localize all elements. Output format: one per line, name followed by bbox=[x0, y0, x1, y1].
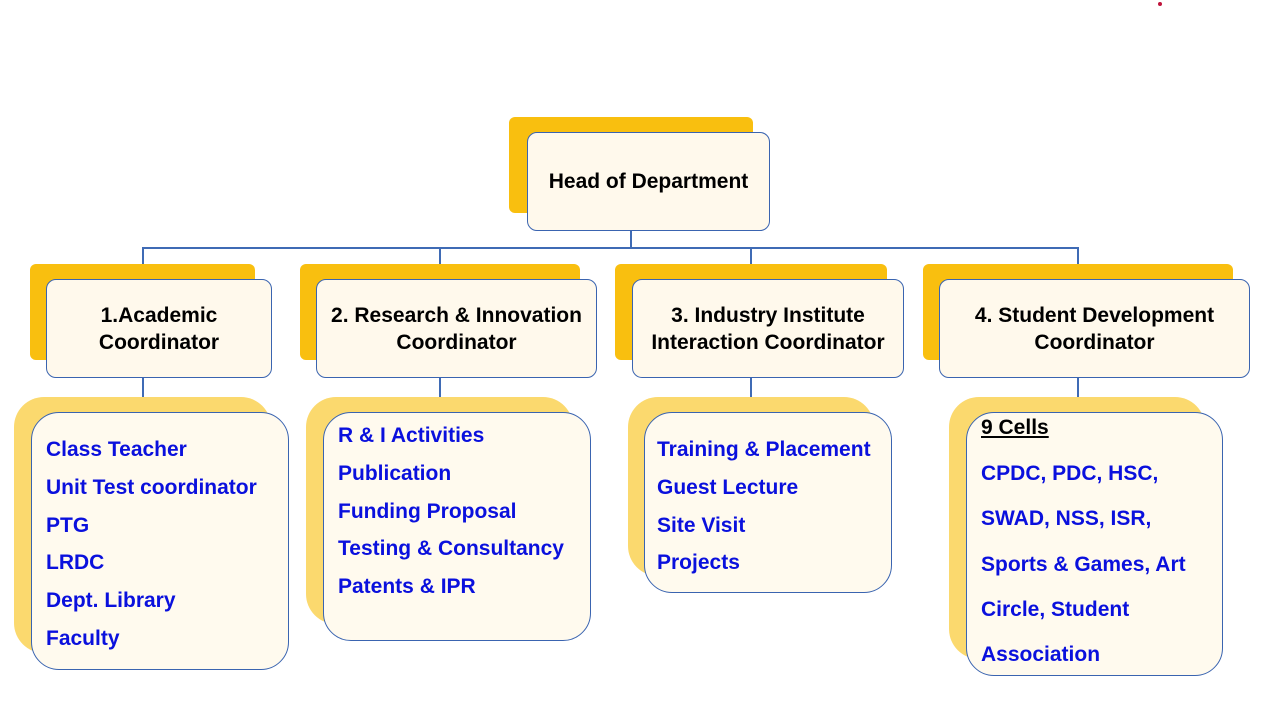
research-coordinator-box: 2. Research & Innovation Coordinator bbox=[316, 279, 597, 378]
academic-coordinator-line1: 1.Academic bbox=[100, 303, 218, 327]
academic-coordinator-box: 1.Academic Coordinator bbox=[46, 279, 272, 378]
industry-coordinator-box: 3. Industry Institute Interaction Coordi… bbox=[632, 279, 904, 378]
list-item: Testing & Consultancy bbox=[338, 537, 564, 561]
industry-coordinator-line2: Interaction Coordinator bbox=[651, 330, 885, 354]
list-item: Projects bbox=[657, 551, 740, 575]
student-coordinator-line1: 4. Student Development bbox=[974, 303, 1215, 327]
head-label: Head of Department bbox=[548, 170, 749, 193]
student-coordinator-box: 4. Student Development Coordinator bbox=[939, 279, 1250, 378]
list-item: Class Teacher bbox=[46, 438, 187, 461]
connector-research-list bbox=[439, 378, 441, 414]
connector-head-down bbox=[630, 231, 632, 248]
list-item: Funding Proposal bbox=[338, 499, 517, 523]
connector-to-student bbox=[1077, 247, 1079, 280]
list-item: Sports & Games, Art bbox=[981, 552, 1186, 576]
student-coordinator-line2: Coordinator bbox=[1034, 330, 1155, 354]
list-item: SWAD, NSS, ISR, bbox=[981, 507, 1152, 531]
list-item: CPDC, PDC, HSC, bbox=[981, 462, 1159, 485]
list-item: Association bbox=[981, 643, 1101, 667]
list-item: Publication bbox=[338, 461, 452, 485]
cells-heading: 9 Cells bbox=[981, 416, 1049, 439]
list-item: Faculty bbox=[46, 626, 120, 650]
research-coordinator-line2: Coordinator bbox=[396, 330, 517, 354]
industry-list-box: Training & Placement Guest Lecture Site … bbox=[644, 412, 892, 593]
connector-student-list bbox=[1077, 378, 1079, 414]
student-list-box: 9 Cells CPDC, PDC, HSC, SWAD, NSS, ISR, … bbox=[966, 412, 1223, 676]
connector-horizontal bbox=[142, 247, 1079, 249]
list-item: Site Visit bbox=[657, 513, 746, 537]
list-item: Dept. Library bbox=[46, 589, 176, 613]
list-item: LRDC bbox=[46, 551, 105, 575]
list-item: Training & Placement bbox=[657, 438, 871, 461]
connector-to-academic bbox=[142, 247, 144, 280]
connector-industry-list bbox=[750, 378, 752, 414]
head-of-department-box: Head of Department bbox=[527, 132, 770, 231]
list-item: PTG bbox=[46, 513, 90, 537]
list-item: R & I Activities bbox=[338, 424, 485, 447]
connector-to-research bbox=[439, 247, 441, 280]
academic-list-box: Class Teacher Unit Test coordinator PTG … bbox=[31, 412, 289, 670]
list-item: Unit Test coordinator bbox=[46, 475, 257, 499]
connector-to-industry bbox=[750, 247, 752, 280]
industry-coordinator-line1: 3. Industry Institute bbox=[671, 303, 865, 327]
decorative-dot bbox=[1158, 2, 1162, 6]
list-item: Guest Lecture bbox=[657, 475, 799, 499]
research-coordinator-line1: 2. Research & Innovation bbox=[331, 303, 582, 327]
research-list-box: R & I Activities Publication Funding Pro… bbox=[323, 412, 591, 641]
list-item: Patents & IPR bbox=[338, 575, 476, 599]
list-item: Circle, Student bbox=[981, 597, 1130, 621]
connector-academic-list bbox=[142, 378, 144, 414]
academic-coordinator-line2: Coordinator bbox=[98, 330, 220, 354]
